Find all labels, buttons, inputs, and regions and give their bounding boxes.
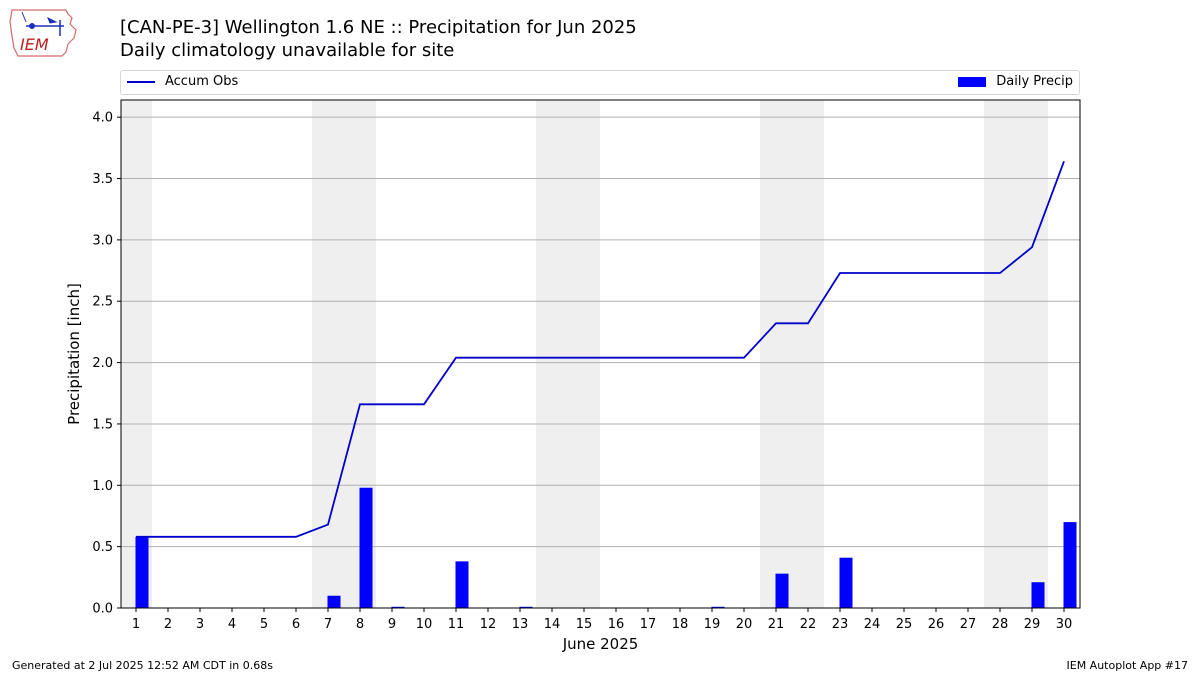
x-tick-label-9: 9 bbox=[388, 617, 396, 632]
plot-frame bbox=[120, 99, 1081, 609]
y-tick-label-0: 0.0 bbox=[92, 602, 113, 617]
x-tick-label-17: 17 bbox=[640, 617, 657, 632]
bar-day-23 bbox=[839, 557, 853, 608]
x-tick-label-3: 3 bbox=[196, 617, 204, 632]
weekend-shade-2 bbox=[536, 100, 600, 608]
bar-day-19 bbox=[711, 606, 725, 608]
bar-day-8 bbox=[359, 487, 373, 608]
x-tick-label-12: 12 bbox=[480, 617, 497, 632]
logo-text: IEM bbox=[20, 35, 49, 54]
x-tick-label-11: 11 bbox=[448, 617, 465, 632]
x-tick-label-18: 18 bbox=[672, 617, 689, 632]
y-tick-label-4: 2.0 bbox=[92, 356, 113, 371]
x-axis-label: June 2025 bbox=[562, 635, 639, 653]
legend-item-daily-precip: Daily Precip bbox=[958, 74, 1073, 90]
weekend-shade-0 bbox=[121, 100, 152, 608]
weekend-shade-4 bbox=[984, 100, 1048, 608]
chart-title: [CAN-PE-3] Wellington 1.6 NE :: Precipit… bbox=[120, 17, 637, 38]
x-tick-label-6: 6 bbox=[292, 617, 300, 632]
x-tick-label-20: 20 bbox=[736, 617, 753, 632]
x-tick-label-13: 13 bbox=[512, 617, 529, 632]
x-tick-label-15: 15 bbox=[576, 617, 593, 632]
x-tick-label-28: 28 bbox=[992, 617, 1009, 632]
x-tick-label-1: 1 bbox=[132, 617, 140, 632]
x-tick-label-29: 29 bbox=[1024, 617, 1041, 632]
weekend-shading bbox=[121, 100, 1048, 608]
footer-generated: Generated at 2 Jul 2025 12:52 AM CDT in … bbox=[12, 659, 273, 672]
iem-logo: IEM bbox=[9, 9, 77, 57]
x-tick-label-4: 4 bbox=[228, 617, 236, 632]
legend-bar-label: Daily Precip bbox=[996, 74, 1073, 89]
weather-station-icon bbox=[21, 11, 64, 36]
accum-obs-polyline bbox=[136, 161, 1065, 538]
y-tick-label-3: 1.5 bbox=[92, 417, 113, 432]
x-tick-label-27: 27 bbox=[960, 617, 977, 632]
y-tick-label-7: 3.5 bbox=[92, 172, 113, 187]
x-tick-label-10: 10 bbox=[416, 617, 433, 632]
x-tick-label-25: 25 bbox=[896, 617, 913, 632]
x-tick-label-19: 19 bbox=[704, 617, 721, 632]
y-tick-label-6: 3.0 bbox=[92, 233, 113, 248]
weekend-shade-3 bbox=[760, 100, 824, 608]
bar-day-1 bbox=[135, 536, 149, 608]
x-tick-label-7: 7 bbox=[324, 617, 332, 632]
bar-day-7 bbox=[327, 595, 341, 608]
y-tick-label-1: 0.5 bbox=[92, 540, 113, 555]
x-tick-label-26: 26 bbox=[928, 617, 945, 632]
y-tick-label-8: 4.0 bbox=[92, 111, 113, 126]
x-tick-label-8: 8 bbox=[356, 617, 364, 632]
daily-precip-bars bbox=[135, 487, 1077, 608]
bar-day-30 bbox=[1063, 522, 1077, 608]
bar-day-9 bbox=[391, 606, 405, 608]
x-tick-label-2: 2 bbox=[164, 617, 172, 632]
y-tick-label-5: 2.5 bbox=[92, 295, 113, 310]
gridlines bbox=[121, 116, 1080, 609]
x-tick-label-14: 14 bbox=[544, 617, 561, 632]
x-tick-label-23: 23 bbox=[832, 617, 849, 632]
x-tick-label-24: 24 bbox=[864, 617, 881, 632]
x-tick-label-22: 22 bbox=[800, 617, 817, 632]
chart-subtitle: Daily climatology unavailable for site bbox=[120, 40, 455, 61]
bar-day-21 bbox=[775, 573, 789, 608]
legend-line-label: Accum Obs bbox=[165, 74, 239, 89]
footer-app: IEM Autoplot App #17 bbox=[1066, 659, 1189, 672]
accum-obs-line bbox=[136, 161, 1065, 538]
x-tick-label-5: 5 bbox=[260, 617, 268, 632]
bar-day-29 bbox=[1031, 582, 1045, 608]
legend-line-swatch bbox=[127, 80, 155, 83]
bar-day-13 bbox=[519, 606, 533, 608]
x-axis-ticks: 1 2 3 4 5 6 7 8 9 10 11 12 13 14 15 16 17 18 19 20 21 22 23 24 2… bbox=[132, 608, 1072, 632]
y-axis-label: Precipitation [inch] bbox=[65, 283, 83, 425]
legend-bar-swatch bbox=[958, 76, 987, 87]
x-tick-label-21: 21 bbox=[768, 617, 785, 632]
legend-item-accum-obs: Accum Obs bbox=[127, 74, 238, 90]
x-tick-label-16: 16 bbox=[608, 617, 625, 632]
y-axis-ticks: 0.0 0.5 1.0 1.5 2.0 2.5 3.0 3.5 4.0 bbox=[92, 111, 121, 617]
y-tick-label-2: 1.0 bbox=[92, 479, 113, 494]
x-tick-label-30: 30 bbox=[1056, 617, 1073, 632]
iowa-outline-icon bbox=[9, 9, 77, 57]
bar-day-11 bbox=[455, 561, 469, 608]
legend: Accum Obs Daily Precip bbox=[120, 70, 1080, 95]
